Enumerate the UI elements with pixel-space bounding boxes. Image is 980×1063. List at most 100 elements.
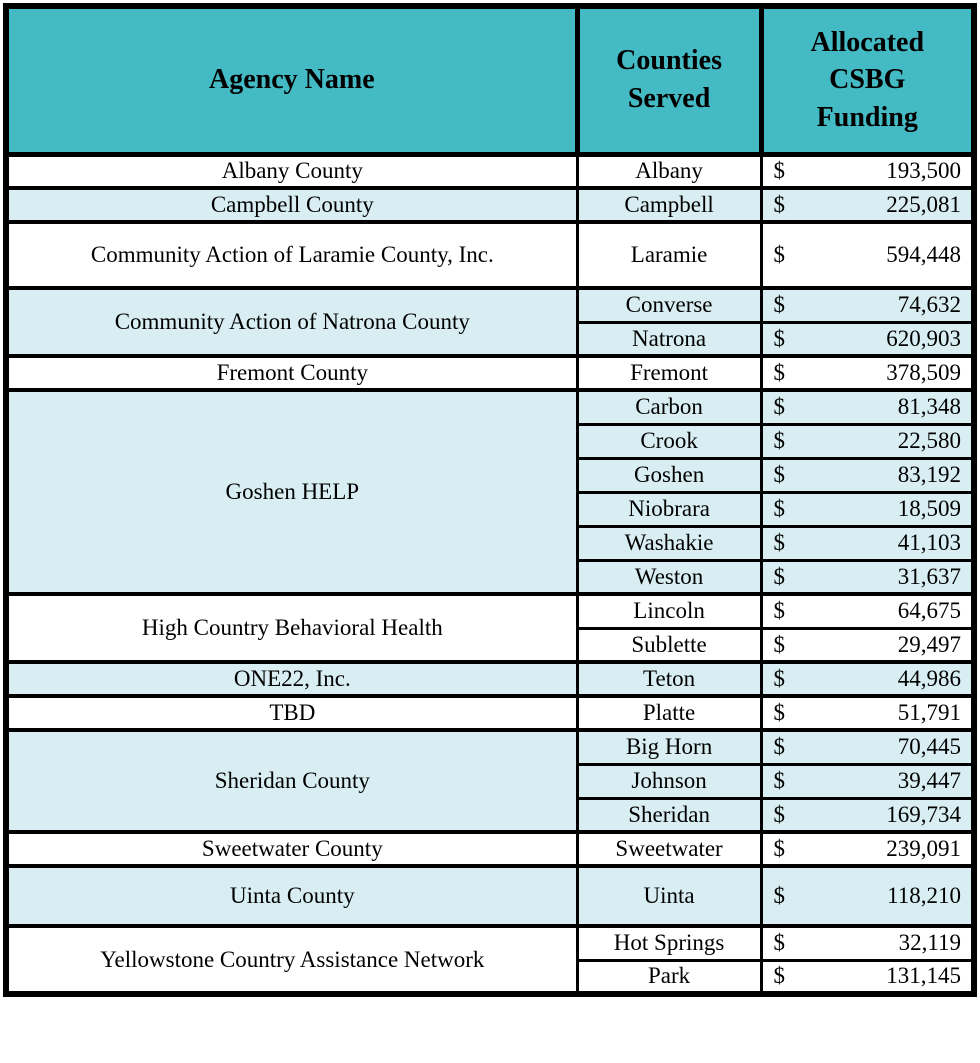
agency-name-cell: Goshen HELP [4,388,579,596]
agency-name-cell: Community Action of Natrona County [4,286,579,358]
funding-amount-row: $41,103 [765,530,969,556]
table-row: Fremont County Fremont $378,509 [4,354,976,392]
funding-amount: 32,119 [898,930,961,956]
funding-cell: $620,903 [759,320,976,358]
funding-cell: $31,637 [759,558,976,596]
funding-amount: 31,637 [897,563,961,589]
table-row: TBD Platte $51,791 [4,694,976,732]
funding-amount-row: $51,791 [765,700,969,726]
column-header-allocated-funding-label: Allocated CSBG Funding [810,26,925,134]
agency-group: Community Action of Natrona County Conver… [4,286,976,358]
currency-symbol: $ [773,462,786,487]
currency-symbol: $ [773,394,786,420]
funding-amount: 131,145 [886,963,961,989]
table-row: Sublette $29,497 [6,626,976,664]
funding-cell: $81,348 [759,388,976,426]
funding-amount-row: $131,145 [765,963,969,989]
agency-name-cell: Community Action of Laramie County, Inc. [4,220,579,290]
funding-amount: 378,509 [886,360,961,385]
funding-amount-row: $39,447 [765,768,969,794]
funding-amount: 41,103 [897,530,961,555]
currency-symbol: $ [773,666,786,691]
county-cell: Converse [575,286,763,324]
funding-amount-row: $22,580 [765,428,969,454]
currency-symbol: $ [773,530,786,555]
funding-amount-row: $31,637 [765,564,969,590]
agency-group: Fremont County Fremont $378,509 [4,354,976,392]
funding-cell: $378,509 [759,354,976,392]
county-cell: Lincoln [575,592,763,630]
county-cell: Carbon [575,388,763,426]
table-row: Sweetwater County Sweetwater $239,091 [4,830,976,868]
agency-group: Yellowstone Country Assistance Network Ho… [4,924,976,996]
funding-amount-row: $239,091 [765,836,969,862]
column-header-counties-served-label: Counties Served [616,45,722,115]
table-row: Sheridan $169,734 [6,796,976,834]
agency-group: TBD Platte $51,791 [4,694,976,732]
funding-amount-row: $81,348 [765,394,969,420]
currency-symbol: $ [773,930,786,956]
table-row: ONE22, Inc. Teton $44,986 [4,660,976,698]
funding-amount: 22,580 [897,428,961,453]
county-cell: Johnson [575,762,763,800]
funding-cell: $44,986 [759,660,976,698]
agency-group: High Country Behavioral Health Lincoln $64… [4,592,976,664]
table-row: Niobrara $18,509 [6,490,976,528]
county-cell: Teton [575,660,763,698]
agency-name-cell: Uinta County [4,864,579,928]
funding-cell: $51,791 [759,694,976,732]
funding-cell: $39,447 [759,762,976,800]
funding-amount: 83,192 [897,462,961,487]
agency-name-cell: Albany County [4,152,579,190]
funding-amount-row: $169,734 [765,802,969,828]
currency-symbol: $ [773,963,786,989]
county-cell: Big Horn [575,728,763,766]
funding-cell: $193,500 [759,152,976,190]
funding-amount: 39,447 [897,768,961,793]
table-row: Community Action of Laramie County, Inc.… [4,220,976,290]
agency-name-cell: ONE22, Inc. [4,660,579,698]
funding-amount-row: $193,500 [765,158,969,184]
funding-cell: $83,192 [759,456,976,494]
currency-symbol: $ [773,242,786,267]
county-cell: Weston [575,558,763,596]
county-cell: Goshen [575,456,763,494]
county-cell: Laramie [575,220,763,290]
table-row: High Country Behavioral Health Lincoln $64… [4,592,976,664]
funding-amount: 169,734 [886,801,961,827]
county-cell: Sheridan [575,796,763,834]
funding-amount-row: $44,986 [765,666,969,692]
funding-amount: 74,632 [897,292,961,318]
agency-group: ONE22, Inc. Teton $44,986 [4,660,976,698]
table-row: Crook $22,580 [6,422,976,460]
currency-symbol: $ [773,631,786,657]
county-cell: Natrona [575,320,763,358]
funding-amount-row: $378,509 [765,360,969,386]
currency-symbol: $ [773,700,786,725]
currency-symbol: $ [773,801,786,827]
agency-name-cell: Yellowstone Country Assistance Network [4,924,579,996]
county-cell: Washakie [575,524,763,562]
agency-name-cell: Fremont County [4,354,579,392]
county-cell: Platte [575,694,763,732]
funding-amount-row: $118,210 [765,883,969,909]
funding-amount-row: $83,192 [765,462,969,488]
currency-symbol: $ [773,496,786,521]
agency-name-cell: TBD [4,694,579,732]
currency-symbol: $ [773,325,786,351]
agency-name-cell: Sweetwater County [4,830,579,868]
funding-cell: $22,580 [759,422,976,460]
agency-name-cell: Campbell County [4,186,579,224]
funding-cell: $64,675 [759,592,976,630]
funding-amount: 64,675 [897,598,961,624]
county-cell: Sweetwater [575,830,763,868]
currency-symbol: $ [773,768,786,793]
agency-group: Uinta County Uinta $118,210 [4,864,976,928]
table-row: Weston $31,637 [6,558,976,596]
funding-amount: 81,348 [897,394,961,420]
funding-amount: 239,091 [886,836,961,861]
funding-amount: 18,509 [897,496,961,521]
funding-amount-row: $74,632 [765,292,969,318]
column-header-agency-name-label: Agency Name [209,64,375,96]
column-header-agency-name: Agency Name [3,3,580,157]
